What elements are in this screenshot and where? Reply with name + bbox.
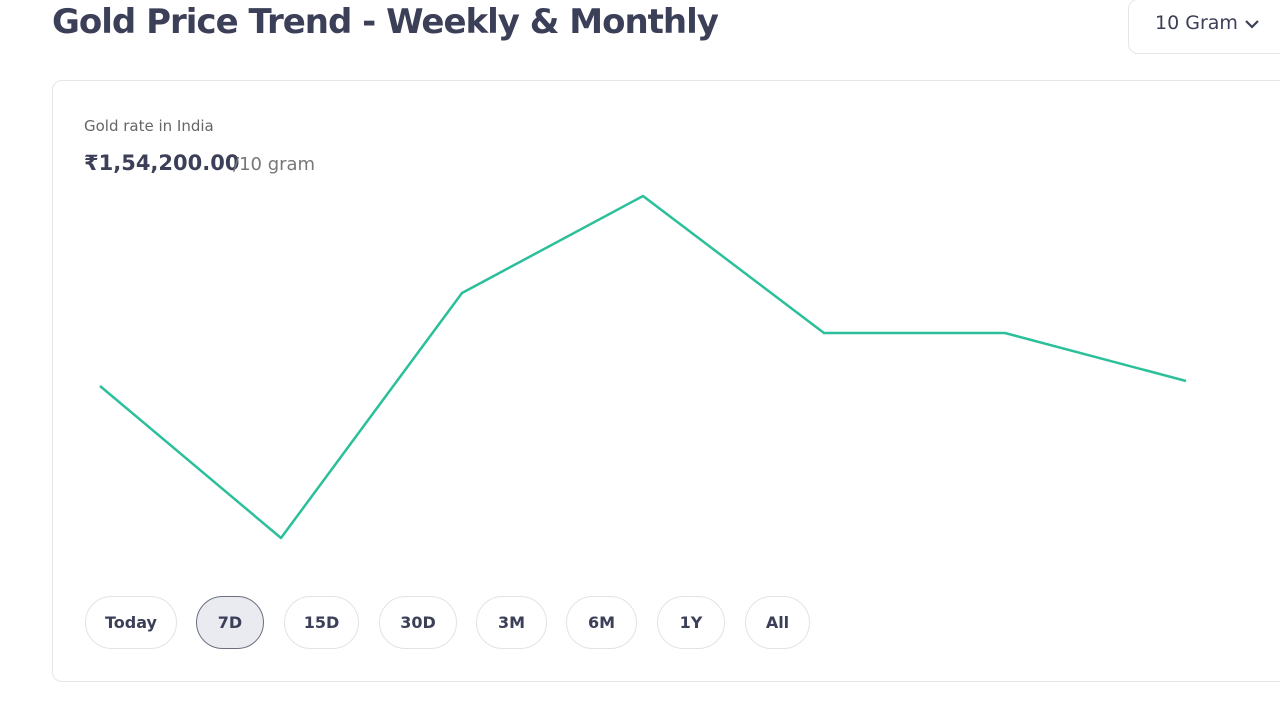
range-button[interactable]: 3M — [476, 596, 547, 649]
card-label: Gold rate in India — [84, 117, 214, 135]
chevron — [1245, 19, 1259, 29]
price-unit: /10 gram — [233, 154, 316, 175]
range-button[interactable]: 7D — [196, 596, 264, 649]
price: ₹1,54,200.00 — [84, 151, 240, 175]
unit-text: 10 Gram — [1155, 12, 1238, 34]
range-button[interactable]: Today — [85, 596, 177, 649]
unit-dropdown[interactable]: 10 Gram — [1128, 0, 1280, 54]
price-line — [99, 194, 1187, 540]
chart-card — [52, 80, 1280, 682]
page-title: Gold Price Trend - Weekly & Monthly — [52, 2, 719, 42]
range-button[interactable]: 1Y — [657, 596, 725, 649]
range-button[interactable]: 30D — [379, 596, 457, 649]
range-button[interactable]: All — [745, 596, 810, 649]
range-button[interactable]: 15D — [284, 596, 359, 649]
range-button[interactable]: 6M — [566, 596, 637, 649]
